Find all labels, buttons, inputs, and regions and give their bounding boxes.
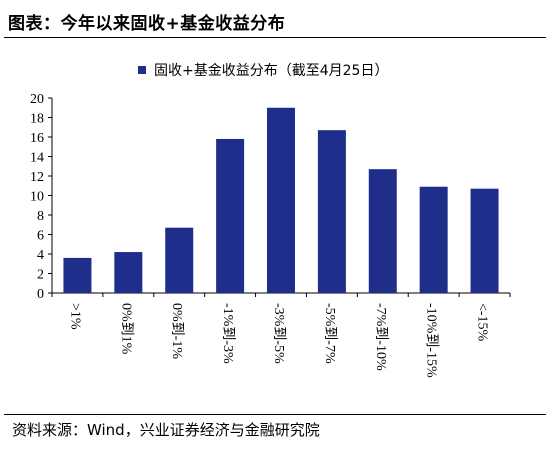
- bar: [114, 252, 143, 293]
- bar: [470, 188, 499, 293]
- bar: [317, 130, 346, 293]
- y-tick-label: 4: [37, 248, 44, 263]
- y-tick-label: 12: [30, 170, 44, 185]
- x-tick-label: >1%: [67, 303, 82, 330]
- x-tick-label: <-15%: [475, 303, 490, 342]
- bar: [267, 107, 295, 293]
- y-tick-label: 18: [30, 112, 44, 127]
- bar-chart: 0 2 4 6 8 10 12 14 16 18 20 >1% 0%到1% 0%到-1% -1%到-3% -3…: [30, 92, 511, 378]
- legend-label: 固收+基金收益分布（截至4月25日）: [154, 63, 389, 79]
- x-tick-label: 0%到-1%: [169, 303, 185, 359]
- x-tick-label: -3%到-5%: [271, 303, 287, 364]
- x-tick-label: -10%到-15%: [424, 303, 440, 378]
- bar: [216, 138, 245, 293]
- y-tick-label: 2: [37, 268, 44, 283]
- y-tick-label: 16: [30, 131, 44, 146]
- x-tick-label: -7%到-10%: [373, 303, 389, 371]
- source-note: 资料来源：Wind，兴业证券经济与金融研究院: [12, 421, 320, 439]
- x-tick-label: -1%到-3%: [220, 303, 236, 364]
- bar: [63, 257, 92, 293]
- y-tick-label: 20: [30, 92, 44, 107]
- title-rule: [4, 37, 546, 38]
- y-tick-label: 0: [37, 287, 44, 302]
- x-tick-label: -5%到-7%: [322, 303, 338, 364]
- y-tick-label: 10: [30, 190, 44, 205]
- chart-legend: 固收+基金收益分布（截至4月25日）: [138, 60, 388, 80]
- source-rule: [4, 414, 546, 415]
- y-tick-label: 6: [37, 229, 44, 244]
- legend-swatch: [138, 66, 146, 74]
- y-tick-label: 8: [37, 209, 44, 224]
- bar: [165, 227, 194, 293]
- y-tick-label: 14: [30, 151, 44, 166]
- bar: [419, 186, 448, 293]
- figure-title: 图表：今年以来固收+基金收益分布: [8, 14, 286, 34]
- x-tick-label: 0%到1%: [118, 303, 134, 355]
- bar: [368, 169, 397, 293]
